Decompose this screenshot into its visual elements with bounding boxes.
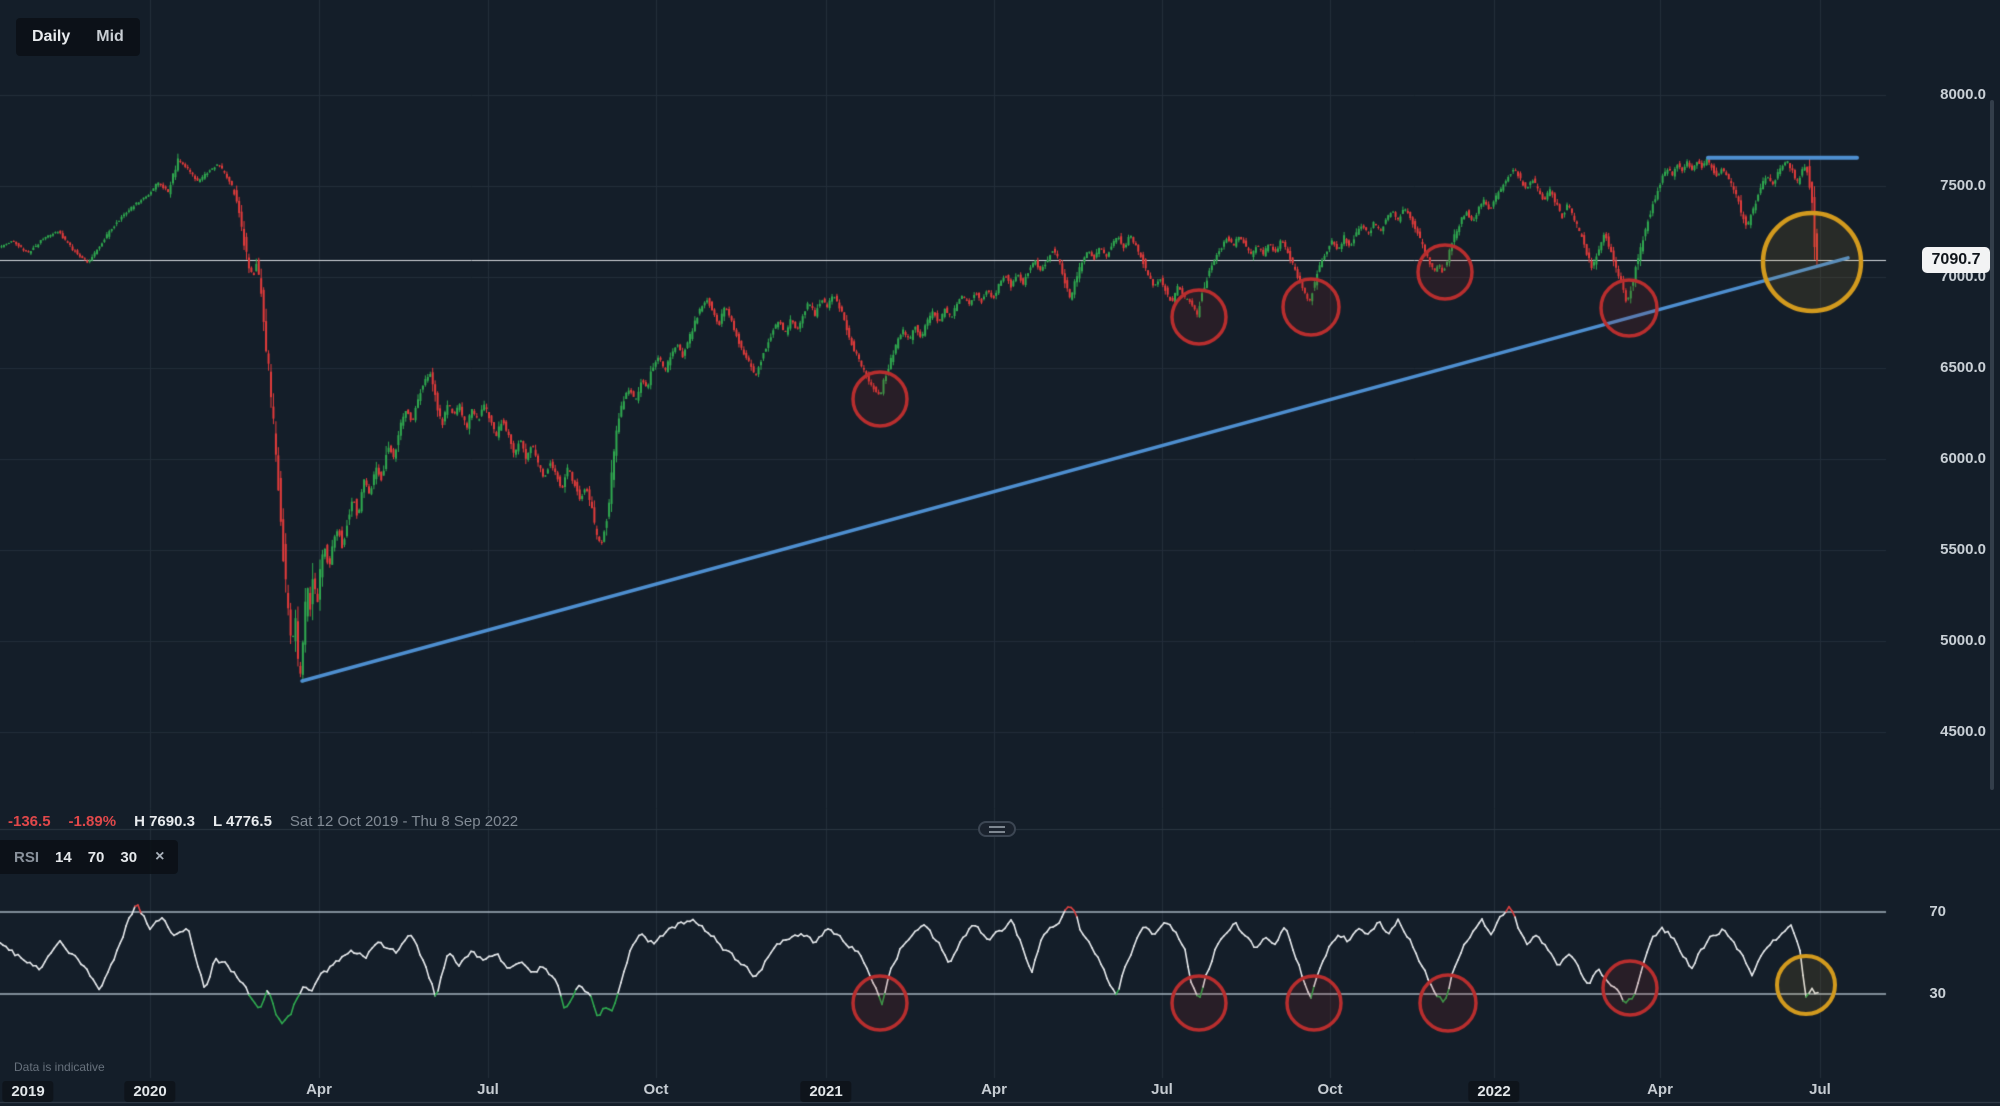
time-tick-label: Oct bbox=[1317, 1081, 1343, 1098]
time-tick-label: Jul bbox=[1151, 1081, 1173, 1098]
date-range-label: Sat 12 Oct 2019 - Thu 8 Sep 2022 bbox=[289, 812, 519, 830]
price-tick-label: 6000.0 bbox=[1940, 449, 1986, 467]
rsi-overbought-setting[interactable]: 70 bbox=[87, 848, 105, 866]
time-tick-label: 2022 bbox=[1468, 1081, 1520, 1102]
time-tick-label: Apr bbox=[306, 1081, 332, 1098]
time-tick-label: 2020 bbox=[124, 1081, 176, 1102]
data-indicative-note: Data is indicative bbox=[14, 1060, 105, 1074]
time-tick-label: Jul bbox=[1809, 1081, 1831, 1098]
change-percent: -1.89% bbox=[68, 812, 117, 830]
timeframe-button[interactable]: Daily bbox=[32, 28, 71, 45]
rsi-period-setting[interactable]: 14 bbox=[55, 848, 72, 866]
pane-resize-handle[interactable] bbox=[978, 821, 1016, 837]
rsi-tick-label: 70 bbox=[1929, 903, 1946, 920]
current-price-tag: 7090.7 bbox=[1922, 247, 1990, 274]
chart-settings-chip: Daily Mid bbox=[16, 18, 140, 56]
rsi-oversold-setting[interactable]: 30 bbox=[120, 848, 138, 866]
price-tick-label: 5000.0 bbox=[1940, 631, 1986, 649]
rsi-close-icon[interactable]: × bbox=[155, 848, 165, 865]
rsi-indicator-chip: RSI 14 70 30 × bbox=[0, 840, 179, 874]
low-value: L 4776.5 bbox=[212, 812, 272, 830]
time-tick-label: 2019 bbox=[2, 1081, 54, 1102]
change-value: -136.5 bbox=[8, 812, 51, 830]
time-tick-label: Apr bbox=[1647, 1081, 1673, 1098]
price-tick-label: 6500.0 bbox=[1940, 358, 1986, 376]
time-tick-label: Apr bbox=[981, 1081, 1007, 1098]
price-axis-scrollbar[interactable] bbox=[1990, 100, 1994, 790]
time-tick-label: 2021 bbox=[800, 1081, 852, 1102]
high-value: H 7690.3 bbox=[134, 812, 195, 830]
price-tick-label: 5500.0 bbox=[1940, 540, 1986, 558]
ohlc-stats-bar: -136.5 -1.89% H 7690.3 L 4776.5 Sat 12 O… bbox=[8, 810, 518, 832]
price-tick-label: 4500.0 bbox=[1940, 722, 1986, 740]
price-type-button[interactable]: Mid bbox=[96, 28, 124, 45]
time-tick-label: Oct bbox=[643, 1081, 669, 1098]
price-tick-label: 8000.0 bbox=[1940, 86, 1986, 103]
rsi-label: RSI bbox=[14, 848, 40, 866]
time-tick-label: Jul bbox=[477, 1081, 499, 1098]
rsi-tick-label: 30 bbox=[1929, 985, 1946, 1002]
price-tick-label: 7500.0 bbox=[1940, 177, 1986, 194]
